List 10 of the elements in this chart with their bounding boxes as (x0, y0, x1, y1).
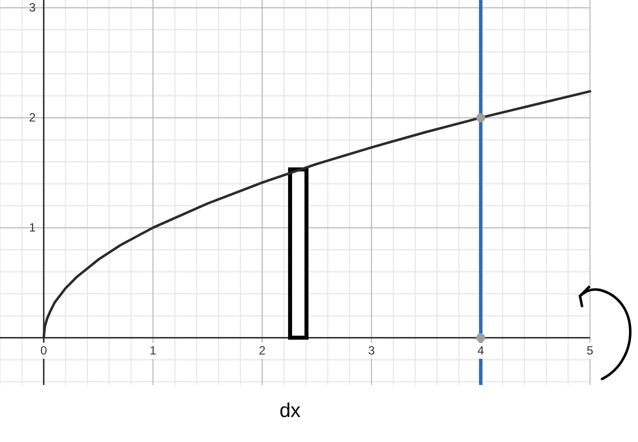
y-tick-label: 3 (29, 0, 36, 15)
x-tick-label: 2 (258, 344, 266, 358)
x-axis-title: dx (279, 400, 301, 422)
y-tick-label: 1 (29, 220, 36, 235)
x-tick-label: 5 (586, 344, 594, 358)
x-tick-label: 4 (477, 344, 484, 358)
x-tick-label: 3 (368, 344, 376, 358)
x-tick-label: 1 (150, 344, 157, 358)
x-tick-label: 0 (40, 344, 48, 358)
y-tick-label: 2 (29, 110, 36, 125)
